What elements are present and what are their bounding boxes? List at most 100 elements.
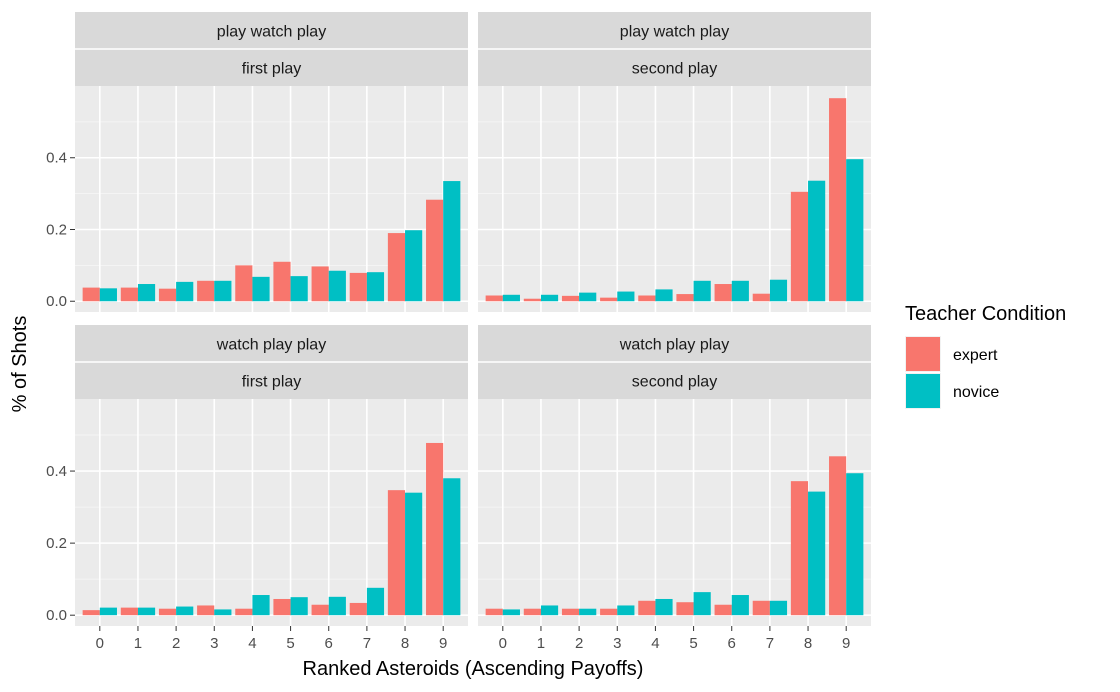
bar-novice [655,289,673,302]
bar-expert [561,295,580,302]
bar-novice [540,605,559,616]
bar-novice [137,284,156,302]
x-tick-label: 3 [613,635,621,652]
bar-expert [752,293,770,302]
bar-novice [99,607,117,616]
x-axis-title: Ranked Asteroids (Ascending Payoffs) [303,658,644,680]
bar-expert [120,287,138,302]
facet-strip-top-label: play watch play [620,24,729,41]
bar-expert [387,490,406,616]
bar-expert [829,98,847,302]
x-tick-label: 9 [439,635,447,652]
bar-expert [426,442,444,616]
x-tick-label: 7 [766,635,774,652]
bar-expert [638,295,656,302]
x-tick-label: 2 [575,635,583,652]
bar-novice [617,291,635,302]
bar-expert [197,605,215,616]
x-tick-label: 4 [651,635,659,652]
bar-expert [311,604,329,616]
x-tick-label: 9 [842,635,850,652]
bar-expert [82,287,100,302]
y-tick-label: 0.2 [46,221,67,238]
bar-expert [349,272,367,302]
facet-panel: play watch play first play [75,12,468,312]
facet-strip-bottom [75,362,468,399]
x-tick-label: 8 [401,635,409,652]
y-tick-label: 0.4 [46,463,67,480]
facet-strip-top [75,12,468,49]
bar-novice [769,600,788,616]
facet-strip-bottom-label: second play [632,374,717,391]
bar-novice [579,608,597,616]
facet-panel: play watch play second play [478,12,871,312]
bar-expert [752,600,770,616]
bar-novice [443,478,461,616]
bar-novice [617,605,635,616]
bar-expert [561,608,580,616]
bar-novice [693,592,711,616]
bar-novice [846,159,864,302]
bar-novice [252,276,270,302]
bar-novice [731,595,749,616]
facet-strip-top [478,12,871,49]
bar-expert [485,608,503,616]
bar-expert [273,261,291,302]
facet-strip-bottom [75,49,468,86]
bar-novice [405,492,423,616]
x-tick-label: 1 [134,635,142,652]
x-tick-label: 2 [172,635,180,652]
x-tick-label: 5 [286,635,294,652]
bar-novice [655,598,673,616]
bar-expert [273,598,291,616]
y-tick-label: 0.0 [46,293,67,310]
x-tick-label: 5 [689,635,697,652]
bar-expert [82,610,100,616]
y-tick-label: 0.2 [46,535,67,552]
bar-expert [829,456,847,616]
bar-expert [600,608,618,616]
bar-novice [137,607,156,616]
bar-expert [235,608,253,616]
bar-expert [120,607,138,616]
legend-label-novice: novice [953,384,999,401]
bar-expert [600,297,618,302]
bar-novice [808,491,826,616]
x-tick-label: 1 [537,635,545,652]
bar-novice [252,595,270,616]
bar-expert [311,266,329,302]
x-tick-label: 4 [248,635,256,652]
bar-novice [290,276,308,302]
x-tick-label: 6 [325,635,333,652]
x-tick-label: 6 [728,635,736,652]
y-tick-label: 0.4 [46,150,67,167]
bar-expert [676,294,694,302]
bar-expert [158,288,177,302]
legend-key-expert [906,337,940,371]
bar-novice [769,279,788,302]
facet-strip-bottom-label: first play [242,374,302,391]
facet-strip-bottom-label: first play [242,61,302,78]
bar-expert [158,608,177,616]
bar-expert [523,608,541,616]
x-tick-label: 3 [210,635,218,652]
bar-novice [176,281,194,302]
bar-expert [235,265,253,302]
bar-expert [485,295,503,302]
facet-panel: watch play play second play [478,325,871,626]
x-tick-label: 7 [363,635,371,652]
x-tick-label: 8 [804,635,812,652]
legend-title: Teacher Condition [905,303,1066,325]
axes: 0.0 0.2 0.4 0.0 0.2 0.4 0 1 2 3 4 5 6 7 8 9 0 1 2 3 4 5 6 7 8 9 [46,150,850,652]
bar-novice [443,181,461,302]
bar-novice [366,272,385,302]
legend-entries: expert novice [905,336,999,409]
bar-novice [731,280,749,302]
facet-strip-top [75,325,468,362]
bar-novice [540,294,559,302]
bar-novice [366,587,385,616]
x-tick-label: 0 [499,635,507,652]
legend: Teacher Condition expert novice [905,303,1066,409]
